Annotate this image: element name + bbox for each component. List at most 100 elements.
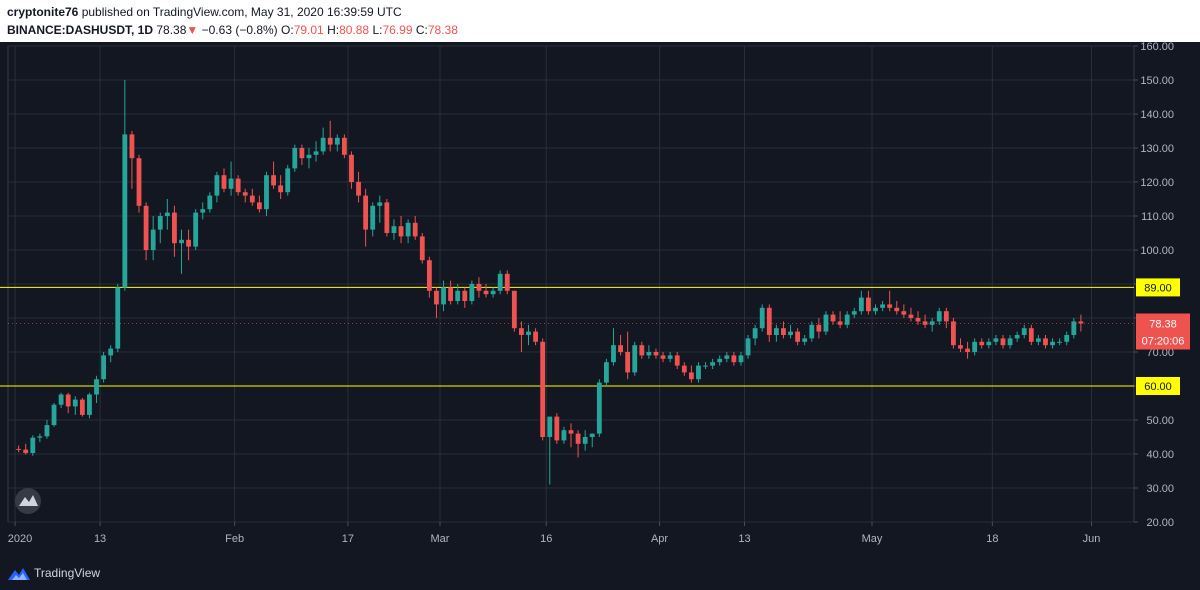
close-label: C: [415, 23, 428, 37]
candle-body [1078, 321, 1084, 324]
last-price: 78.38 [156, 23, 187, 37]
candle-body [37, 436, 43, 438]
x-tick-label: 17 [342, 533, 354, 545]
candle-body [568, 430, 574, 434]
candle-body [972, 341, 978, 352]
candle-body [866, 297, 871, 312]
candle-body [979, 341, 985, 346]
low-value: 76.99 [382, 23, 413, 37]
candle-body [674, 355, 680, 366]
candle-body [1021, 328, 1027, 335]
tradingview-brand[interactable]: TradingView [8, 566, 100, 580]
candle-body [72, 399, 78, 407]
level-price-label: 60.00 [1144, 381, 1172, 393]
candle-body [533, 331, 538, 342]
y-tick-label: 40.00 [1146, 449, 1174, 461]
candle-body [122, 134, 128, 288]
low-label: L: [372, 23, 383, 37]
candle-body [639, 345, 645, 356]
candle-body [582, 437, 588, 444]
candle-body [844, 314, 850, 325]
x-tick-label: 13 [94, 533, 106, 545]
published-text: published on TradingView.com, May 31, 20… [81, 5, 402, 19]
candle-body [363, 195, 369, 230]
candle-body [228, 178, 234, 189]
candle-body [334, 137, 340, 145]
x-tick-label: Feb [225, 533, 244, 545]
open-value: 79.01 [293, 23, 324, 37]
candle-body [221, 175, 227, 189]
candle-body [504, 273, 510, 291]
author-name[interactable]: cryptonite76 [7, 5, 79, 19]
candle-body [264, 175, 269, 210]
candle-body [540, 341, 546, 437]
candle-body [94, 379, 99, 395]
candle-body [249, 195, 255, 203]
candle-body [1050, 341, 1055, 346]
candle-body [851, 311, 857, 315]
candle-body [115, 287, 121, 349]
candle-body [936, 311, 942, 322]
y-tick-label: 110.00 [1141, 211, 1174, 223]
candle-body [313, 151, 319, 155]
candle-body [816, 324, 822, 332]
candle-body [724, 355, 730, 359]
candle-body [908, 314, 914, 318]
candle-body [589, 433, 595, 437]
candle-body [462, 290, 468, 301]
candle-body [1000, 338, 1006, 346]
candle-body [604, 362, 609, 383]
candle-body [44, 425, 50, 437]
candle-body [476, 284, 482, 291]
candlestick-chart[interactable]: 20.0030.0040.0050.0060.0070.0080.0090.00… [0, 42, 1200, 558]
candle-body [490, 290, 496, 295]
candle-body [242, 192, 248, 196]
symbol-info-line: BINANCE:DASHUSDT, 1D 78.38▼ −0.63 (−0.8%… [7, 23, 458, 37]
candle-body [986, 341, 992, 346]
candle-body [434, 290, 439, 305]
symbol-name[interactable]: BINANCE:DASHUSDT, 1D [7, 23, 154, 37]
candle-body [349, 154, 354, 182]
candle-body [235, 178, 241, 193]
last-price-label: 78.38 [1149, 319, 1177, 331]
y-tick-label: 160.00 [1140, 42, 1174, 53]
y-tick-label: 70.00 [1146, 347, 1174, 359]
candle-body [611, 345, 616, 363]
candle-body [79, 399, 85, 415]
candle-body [830, 314, 836, 322]
y-tick-label: 140.00 [1140, 109, 1174, 121]
candle-body [398, 226, 404, 237]
watermark-mark [19, 495, 38, 506]
candle-body [781, 328, 786, 335]
candle-body [51, 404, 57, 426]
candle-body [405, 222, 411, 237]
candle-body [207, 195, 213, 210]
tradingview-logo-icon [8, 568, 30, 580]
candle-body [1007, 338, 1013, 346]
candle-body [320, 137, 326, 152]
candle-body [278, 185, 284, 193]
candle-body [547, 416, 553, 437]
candle-body [469, 284, 475, 301]
candle-body [993, 338, 999, 342]
candle-body [773, 328, 779, 335]
candle-body [1043, 338, 1048, 346]
candle-body [696, 365, 701, 380]
candle-body [384, 202, 390, 233]
candle-body [419, 236, 425, 261]
x-tick-label: Mar [431, 533, 450, 545]
candle-body [65, 394, 71, 407]
candle-body [341, 137, 347, 155]
down-arrow-icon: ▼ [186, 23, 199, 37]
candle-body [731, 355, 737, 363]
candle-body [766, 307, 772, 335]
x-tick-label: Jun [1083, 533, 1101, 545]
candle-body [448, 287, 454, 301]
candle-body [632, 345, 638, 373]
bar-countdown-label: 07:20:06 [1142, 336, 1185, 348]
x-tick-label: Apr [651, 533, 668, 545]
publish-header: cryptonite76 published on TradingView.co… [0, 0, 1200, 42]
candle-body [186, 239, 191, 247]
candle-body [951, 321, 956, 346]
candle-body [873, 307, 878, 312]
